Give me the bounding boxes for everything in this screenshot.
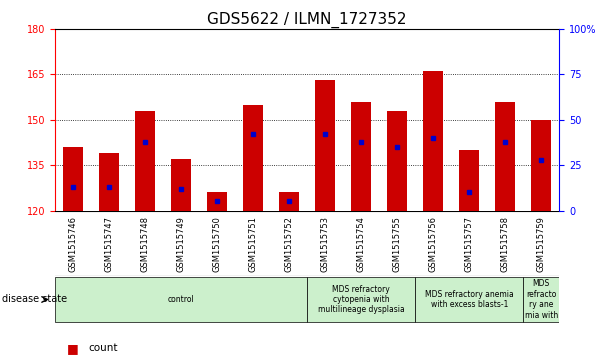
Bar — [531, 120, 551, 211]
Text: GSM1515746: GSM1515746 — [68, 216, 77, 272]
Text: GSM1515757: GSM1515757 — [465, 216, 474, 272]
Text: GSM1515755: GSM1515755 — [393, 216, 402, 272]
Text: count: count — [88, 343, 118, 354]
Bar — [279, 192, 299, 211]
Bar — [315, 81, 335, 211]
Text: GSM1515752: GSM1515752 — [285, 216, 294, 272]
FancyBboxPatch shape — [307, 277, 415, 322]
Text: GSM1515759: GSM1515759 — [537, 216, 546, 272]
Text: GSM1515747: GSM1515747 — [105, 216, 113, 272]
Text: GSM1515750: GSM1515750 — [212, 216, 221, 272]
Bar — [496, 102, 515, 211]
Text: GSM1515753: GSM1515753 — [320, 216, 330, 272]
Bar — [459, 150, 479, 211]
FancyBboxPatch shape — [55, 277, 307, 322]
Text: MDS
refracto
ry ane
mia with: MDS refracto ry ane mia with — [525, 280, 558, 319]
Text: ■: ■ — [67, 342, 78, 355]
Bar — [387, 111, 407, 211]
Text: control: control — [168, 295, 194, 304]
Text: MDS refractory anemia
with excess blasts-1: MDS refractory anemia with excess blasts… — [425, 290, 514, 309]
Bar — [423, 72, 443, 211]
Bar — [243, 105, 263, 211]
Text: GSM1515758: GSM1515758 — [501, 216, 510, 272]
FancyBboxPatch shape — [415, 277, 523, 322]
Text: GSM1515748: GSM1515748 — [140, 216, 150, 272]
Text: GSM1515749: GSM1515749 — [176, 216, 185, 272]
Text: disease state: disease state — [2, 294, 67, 305]
Bar — [351, 102, 371, 211]
Text: GSM1515751: GSM1515751 — [249, 216, 257, 272]
Bar — [135, 111, 155, 211]
Bar — [171, 159, 191, 211]
Bar — [63, 147, 83, 211]
Title: GDS5622 / ILMN_1727352: GDS5622 / ILMN_1727352 — [207, 12, 407, 28]
Bar — [99, 153, 119, 211]
Text: MDS refractory
cytopenia with
multilineage dysplasia: MDS refractory cytopenia with multilinea… — [318, 285, 404, 314]
Bar — [207, 192, 227, 211]
Text: GSM1515756: GSM1515756 — [429, 216, 438, 272]
FancyBboxPatch shape — [523, 277, 559, 322]
Text: GSM1515754: GSM1515754 — [357, 216, 365, 272]
